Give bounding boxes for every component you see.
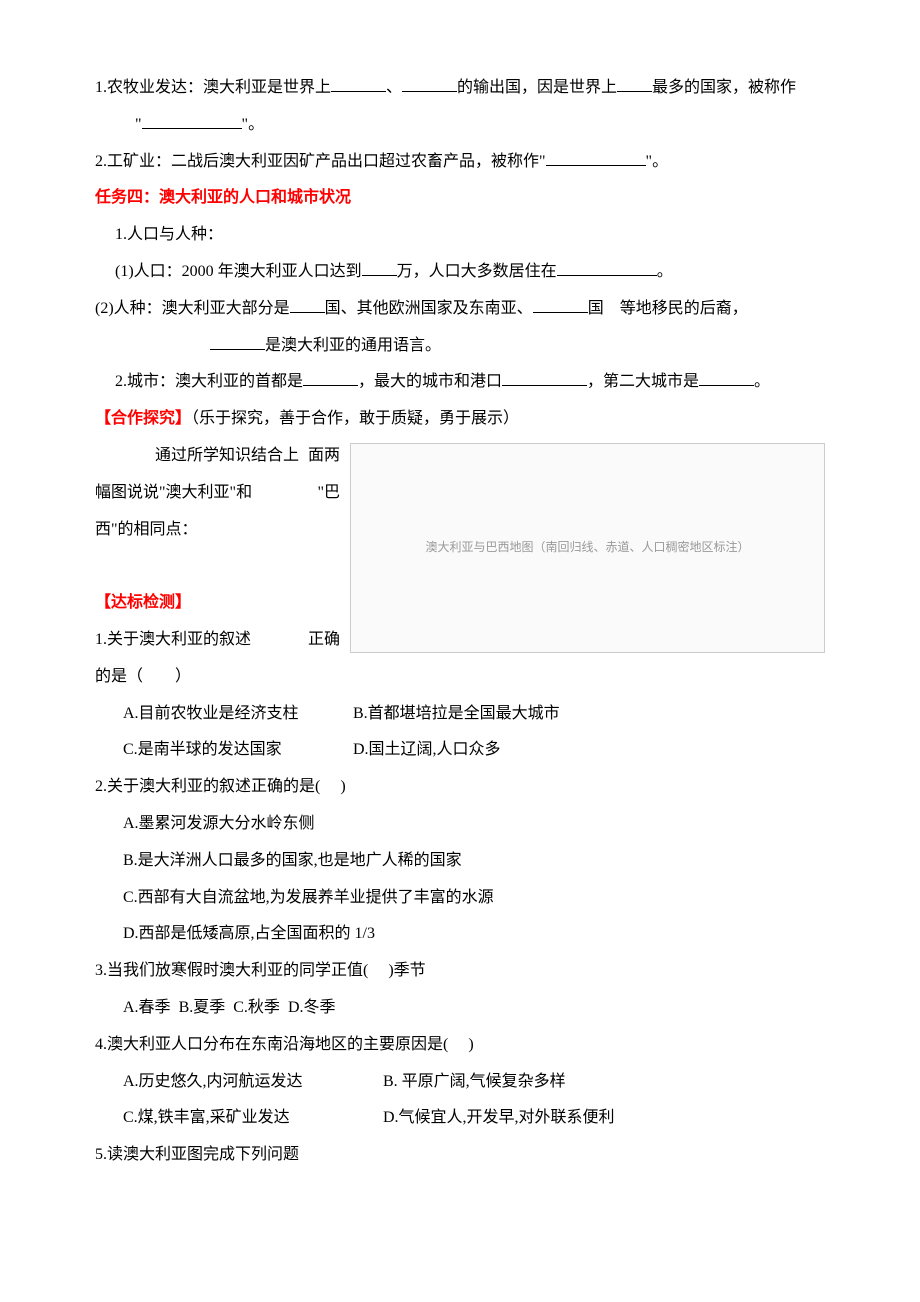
blank-race-1 [290,293,325,313]
text: 通过所学知识结合上 [95,438,299,475]
blank-capital [303,366,358,386]
blank-city-1 [502,366,587,386]
text: 。 [754,373,770,390]
text: (2)人种：澳大利亚大部分是 [95,300,290,317]
q1-choices-ab: A.目前农牧业是经济支柱 B.首都堪培拉是全国最大城市 [95,696,825,733]
q2-choice-d: D.西部是低矮高原,占全国面积的 1/3 [95,916,825,953]
q2-choice-b: B.是大洋洲人口最多的国家,也是地广人稀的国家 [95,843,825,880]
q2-choice-a: A.墨累河发源大分水岭东侧 [95,806,825,843]
blank-pop-count [362,256,397,276]
text: 万，人口大多数居住在 [397,263,557,280]
q3-choice-a: A.春季 [123,999,171,1016]
q5-text: 5.读澳大利亚图完成下列问题 [95,1137,825,1174]
q1-choice-c: C.是南半球的发达国家 [123,732,353,769]
q3-choices: A.春季 B.夏季 C.秋季 D.冬季 [95,990,825,1027]
map-figure: 澳大利亚与巴西地图（南回归线、赤道、人口稠密地区标注） [350,443,825,653]
text: "。 [646,153,669,170]
text: 等地移民的后裔， [620,300,748,317]
blank-export-1 [331,72,386,92]
text: (1)人口：2000 年澳大利亚人口达到 [115,263,362,280]
q4-choice-b: B. 平原广阔,气候复杂多样 [383,1064,566,1101]
pop-sub-2-line2: 是澳大利亚的通用语言。 [95,328,825,365]
text: 最多的国家，被称作 [652,79,796,96]
text: 。 [657,263,673,280]
blank-nickname-1 [142,109,242,129]
coop-line-2: 幅图说说"澳大利亚"和 "巴 [95,475,340,512]
coop-content: 澳大利亚与巴西地图（南回归线、赤道、人口稠密地区标注） 通过所学知识结合上 面两… [95,438,825,659]
text: "巴 [317,475,340,512]
agri-line-1: 1.农牧业发达：澳大利亚是世界上 、 的输出国，因是世界上 最多的国家，被称作 [95,70,825,107]
text: 2.城市：澳大利亚的首都是 [115,373,303,390]
text: 的输出国，因是世界上 [457,79,617,96]
text: 2.工矿业：二战后澳大利亚因矿产品出口超过农畜产品，被称作" [95,153,546,170]
blank-pop-live [557,256,657,276]
q1-choice-b: B.首都堪培拉是全国最大城市 [353,696,560,733]
text: 是澳大利亚的通用语言。 [265,337,441,354]
q2-text: 2.关于澳大利亚的叙述正确的是( ) [95,769,825,806]
q4-choice-a: A.历史悠久,内河航运发达 [123,1064,383,1101]
task4-heading: 任务四：澳大利亚的人口和城市状况 [95,180,825,217]
q1-choice-a: A.目前农牧业是经济支柱 [123,696,353,733]
map-alt-text: 澳大利亚与巴西地图（南回归线、赤道、人口稠密地区标注） [425,534,749,562]
q3-choice-b: B.夏季 [179,999,226,1016]
text: ，第二大城市是 [587,373,699,390]
blank-language [210,330,265,350]
text: 正确 [308,622,340,659]
city-line: 2.城市：澳大利亚的首都是 ，最大的城市和港口 ，第二大城市是 。 [95,364,825,401]
agri-line-2: ""。 [95,107,825,144]
coop-note: （乐于探究，善于合作，敢于质疑，勇于展示） [191,410,519,427]
pop-sub-2-line1: (2)人种：澳大利亚大部分是 国、其他欧洲国家及东南亚、 国 等地移民的后裔， [95,291,825,328]
text: 国 [588,300,604,317]
q1-line-1: 1.关于澳大利亚的叙述 正确 [95,622,340,659]
blank-race-2 [533,293,588,313]
text: "。 [242,116,265,133]
pop-sub-1: (1)人口：2000 年澳大利亚人口达到 万，人口大多数居住在 。 [95,254,825,291]
blank-city-2 [699,366,754,386]
q3-choice-d: D.冬季 [288,999,336,1016]
blank-most [617,72,652,92]
coop-heading: 【合作探究】（乐于探究，善于合作，敢于质疑，勇于展示） [95,401,825,438]
text: 国、其他欧洲国家及东南亚、 [325,300,533,317]
text: 1.关于澳大利亚的叙述 [95,622,251,659]
q4-choice-c: C.煤,铁丰富,采矿业发达 [123,1100,383,1137]
text: 、 [386,79,402,96]
q3-choice-c: C.秋季 [233,999,280,1016]
q4-choices-cd: C.煤,铁丰富,采矿业发达 D.气候宜人,开发早,对外联系便利 [95,1100,825,1137]
coop-line-1: 通过所学知识结合上 面两 [95,438,340,475]
text: 1.农牧业发达：澳大利亚是世界上 [95,79,331,96]
coop-label: 【合作探究】 [95,410,191,427]
q3-text: 3.当我们放寒假时澳大利亚的同学正值( )季节 [95,953,825,990]
q1-line-2: 的是（ ） [95,659,825,696]
text: 面两 [308,438,340,475]
mining-line: 2.工矿业：二战后澳大利亚因矿产品出口超过农畜产品，被称作" "。 [95,144,825,181]
text: 幅图说说"澳大利亚"和 [95,475,252,512]
blank-export-2 [402,72,457,92]
q1-choice-d: D.国土辽阔,人口众多 [353,732,501,769]
blank-nickname-2 [546,146,646,166]
text: ，最大的城市和港口 [358,373,502,390]
q4-choices-ab: A.历史悠久,内河航运发达 B. 平原广阔,气候复杂多样 [95,1064,825,1101]
q4-text: 4.澳大利亚人口分布在东南沿海地区的主要原因是( ) [95,1027,825,1064]
q1-choices-cd: C.是南半球的发达国家 D.国土辽阔,人口众多 [95,732,825,769]
q2-choice-c: C.西部有大自流盆地,为发展养羊业提供了丰富的水源 [95,880,825,917]
q4-choice-d: D.气候宜人,开发早,对外联系便利 [383,1100,615,1137]
population-heading: 1.人口与人种： [95,217,825,254]
